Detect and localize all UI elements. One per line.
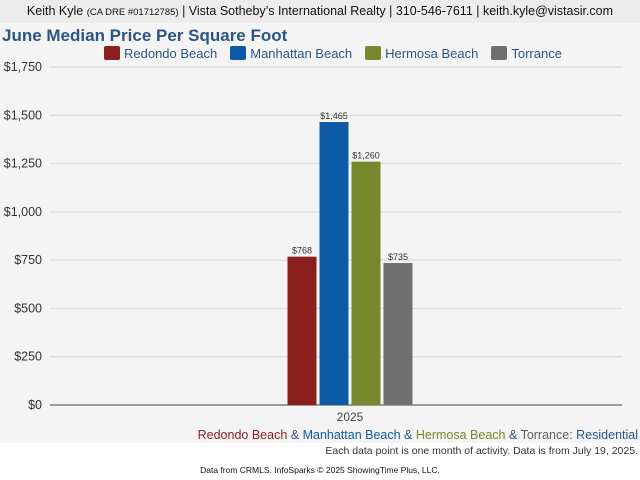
data-source: Data from CRMLS. InfoSparks © 2025 Showi… [200,465,440,475]
legend-label-redondo-beach: Redondo Beach [124,45,218,61]
caption-manhattan: Manhattan Beach [302,428,401,442]
legend-label-manhattan-beach: Manhattan Beach [250,45,353,61]
data-label-hermosa-beach: $1,260 [352,151,380,161]
agent-contact: | Vista Sotheby’s International Realty |… [182,4,614,18]
legend-swatch-redondo-beach [104,46,120,60]
caption-separator: & [505,428,521,442]
data-label-manhattan-beach: $1,465 [320,111,348,121]
caption-hermosa: Hermosa Beach [415,428,506,442]
data-label-redondo-beach: $768 [292,246,312,256]
legend-label-hermosa-beach: Hermosa Beach [385,45,479,61]
data-note: Each data point is one month of activity… [325,445,638,457]
caption-torrance: Torrance [520,428,570,442]
legend-swatch-torrance [491,46,508,60]
y-tick-label: $1,500 [4,108,42,122]
chart-legend: Redondo Beach Manhattan Beach Hermosa Be… [104,45,575,61]
y-tick-label: $500 [14,301,42,315]
bar-hermosa-beach [351,161,381,405]
y-tick-label: $1,750 [4,60,42,74]
bar-redondo-beach [287,256,317,405]
legend-label-torrance: Torrance [511,45,562,61]
legend-item-manhattan-beach[interactable]: Manhattan Beach [230,46,352,61]
bar-manhattan-beach [319,122,349,405]
legend-swatch-manhattan-beach [230,46,247,60]
chart-caption: Redondo Beach & Manhattan Beach & Hermos… [198,428,638,442]
legend-item-redondo-beach[interactable]: Redondo Beach [104,46,217,61]
agent-header: Keith Kyle (CA DRE #01712785) | Vista So… [0,0,640,23]
caption-redondo: Redondo Beach [197,428,288,442]
legend-item-hermosa-beach[interactable]: Hermosa Beach [365,46,478,61]
caption-separator: & [287,428,303,442]
chart-title: June Median Price Per Square Foot [2,26,288,45]
y-tick-label: $750 [14,253,42,267]
caption-separator: : [569,428,577,442]
agent-license: (CA DRE #01712785) [86,7,179,18]
legend-item-torrance[interactable]: Torrance [491,46,562,61]
caption-property-type: Residential [576,428,638,442]
y-tick-label: $250 [14,350,42,364]
x-tick-label: 2025 [337,410,364,424]
data-label-torrance: $735 [388,252,408,262]
y-tick-label: $0 [28,398,42,412]
bar-torrance [383,263,413,405]
agent-name: Keith Kyle [26,4,84,18]
y-tick-label: $1,000 [4,205,42,219]
caption-separator: & [400,428,416,442]
y-tick-label: $1,250 [4,157,42,171]
legend-swatch-hermosa-beach [365,46,382,60]
